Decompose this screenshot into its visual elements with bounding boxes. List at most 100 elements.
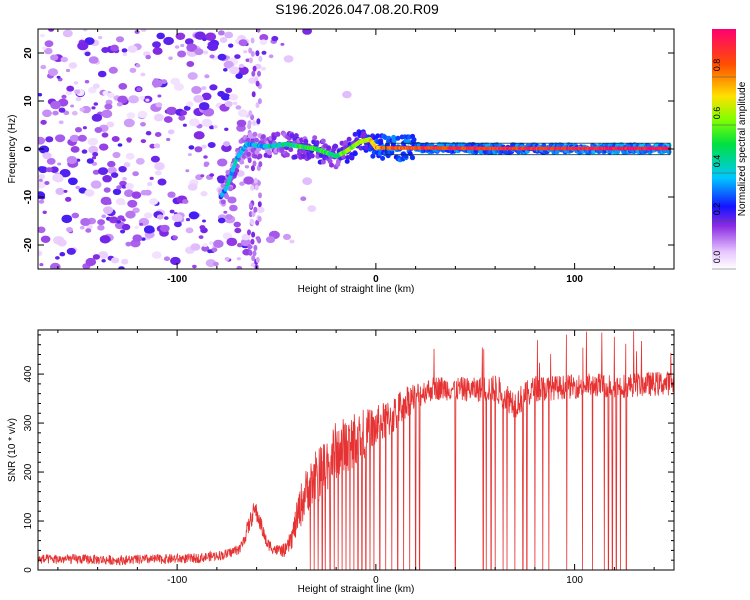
noise-blob [46,157,56,165]
noise-blob [167,191,176,198]
noise-blob [86,224,93,230]
smear-blob [256,236,261,243]
noise-blob [235,73,243,79]
noise-blob [108,66,118,74]
noise-blob [169,209,175,214]
noise-blob [222,232,233,240]
noise-blob [180,43,185,48]
noise-blob [123,162,131,168]
noise-blob [102,175,112,183]
ridge-halo [375,133,381,139]
smear-blob [252,65,257,72]
smear-blob [250,165,255,172]
smear-blob [256,118,261,125]
snr-marks [38,331,674,570]
noise-blob [245,58,250,62]
noise-blob [185,227,194,234]
ridge-halo [345,155,351,160]
ridge-halo [227,186,233,192]
noise-blob [112,188,122,195]
smear-blob [257,201,262,208]
noise-blob [149,198,159,205]
smear-blob [255,219,260,226]
noise-blob [226,237,238,247]
noise-blob [209,125,215,130]
noise-blob [108,216,119,224]
noise-blob [101,259,106,263]
noise-blob [183,105,191,111]
smear-blob [248,57,253,64]
noise-blob [140,189,148,196]
noise-blob [224,256,230,261]
ridge-halo [260,134,266,140]
noise-blob [153,143,161,149]
noise-blob [103,206,114,215]
noise-blob [38,136,46,145]
noise-blob [163,116,173,123]
noise-blob [218,30,225,36]
colorbar-tick-label: 0.6 [712,107,722,120]
noise-blob [65,68,71,73]
noise-blob [307,205,317,213]
noise-blob [82,126,87,130]
noise-blob [145,54,151,60]
noise-blob [77,134,87,142]
noise-blob [75,185,80,190]
noise-blob [131,191,142,199]
noise-blob [132,171,139,177]
noise-blob [91,106,96,110]
noise-blob [203,163,209,167]
ridge-halo [346,136,352,142]
noise-blob [52,110,59,116]
noise-blob [140,122,146,127]
noise-blob [152,47,163,55]
noise-blob [121,223,131,231]
noise-blob [44,40,54,48]
noise-blob [97,219,105,226]
noise-blob [98,251,109,259]
noise-blob [50,54,59,61]
noise-blob [151,79,163,88]
noise-blob [136,87,142,92]
x-tick-label: 100 [566,575,583,586]
noise-blob [40,119,47,125]
noise-blob [127,199,138,208]
noise-blob [57,162,62,166]
noise-blob [175,32,186,40]
noise-blob [201,144,207,149]
noise-blob [193,131,205,140]
colorbar: 0.0 0.2 0.4 0.6 0.8 Normalized spectral ampl… [712,29,748,270]
noise-blob [125,210,136,219]
noise-blob [121,48,128,53]
noise-blob [111,257,120,264]
noise-blob [92,254,100,260]
noise-blob [63,189,68,193]
y-tick-label: 200 [23,463,34,480]
noise-blob [71,212,80,219]
noise-blob [217,217,226,224]
ridge-halo [312,135,318,141]
noise-blob [40,235,51,243]
noise-blob [66,227,73,233]
noise-blob [152,41,161,48]
noise-blob [38,199,45,204]
noise-blob [65,196,72,202]
noise-blob [256,206,265,214]
noise-blob [42,46,47,50]
noise-blob [81,149,88,154]
noise-blob [223,68,228,72]
ridge-halo [250,147,256,153]
y-tick-label: 0 [23,146,34,152]
noise-blob [223,210,228,214]
noise-blob [233,221,241,228]
noise-blob [87,137,99,146]
colorbar-tick-label: 0.4 [712,155,722,168]
noise-blob [42,152,52,160]
noise-blob [107,92,115,99]
noise-blob [185,38,194,45]
noise-blob [62,29,73,38]
noise-blob [126,112,136,119]
smear-blob [252,120,257,126]
noise-blob [42,210,47,214]
